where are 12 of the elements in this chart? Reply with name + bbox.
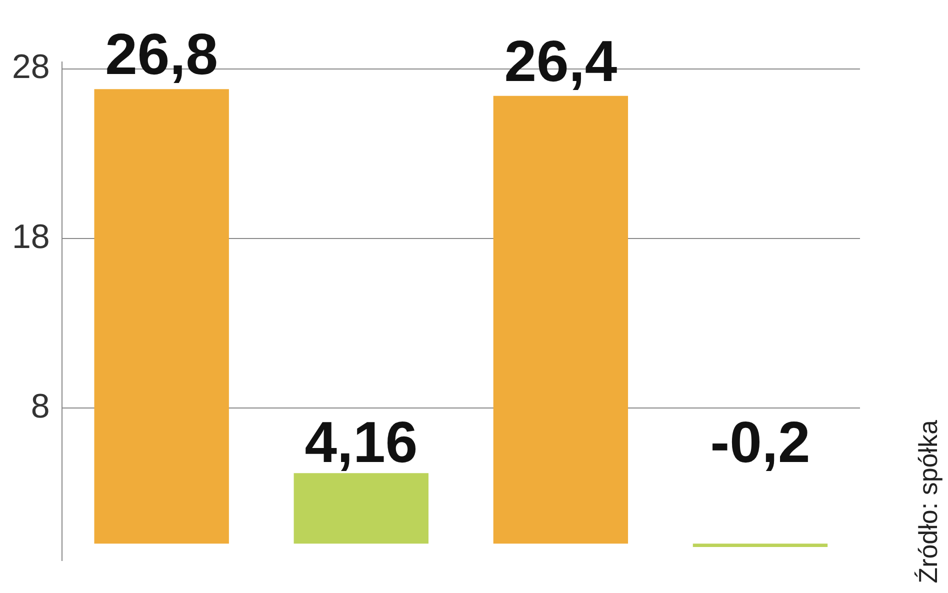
bar <box>493 96 628 544</box>
data-label: 4,16 <box>304 410 418 475</box>
data-label: 26,8 <box>105 22 218 88</box>
text: Źródło: spółka <box>913 420 944 583</box>
y-tick-label: 18 <box>12 218 50 256</box>
bar <box>94 89 229 544</box>
bar <box>692 544 828 548</box>
y-tick-label: 28 <box>12 48 50 86</box>
bar <box>294 473 428 544</box>
data-label: 26,4 <box>504 28 618 94</box>
y-tick-label: 8 <box>30 387 50 426</box>
data-label: -0,2 <box>710 410 810 475</box>
